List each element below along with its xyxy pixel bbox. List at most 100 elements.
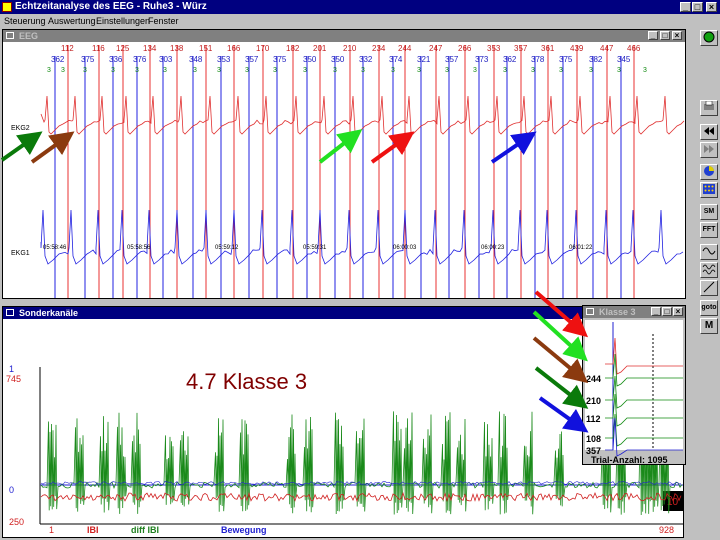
peak-number-top: 112: [61, 44, 74, 53]
peak-number-second: 362: [51, 55, 65, 64]
klasse-minimize-button[interactable]: _: [651, 307, 661, 316]
color-button[interactable]: [700, 164, 718, 180]
class-code: 3: [445, 67, 449, 74]
diff-ibi-trace: [40, 410, 683, 515]
klasse-window-title: Klasse 3: [599, 307, 636, 317]
class-code: 3: [111, 67, 115, 74]
y-bottom-red: 250: [9, 517, 24, 527]
peak-number-top: 138: [170, 44, 184, 53]
peak-number-second: 336: [109, 55, 123, 64]
timestamp-label: 06:01:22: [569, 245, 593, 251]
peak-number-second: 373: [475, 55, 489, 64]
print-button[interactable]: [700, 100, 718, 116]
eeg-plot: EKG2 EKG1 112 116 125 134 138 151 166 170 182 201…: [11, 44, 685, 298]
maximize-button[interactable]: □: [692, 2, 703, 12]
eeg-window-title: EEG: [19, 31, 39, 41]
legend-diff-ibi: diff IBI: [131, 525, 159, 535]
klasse-label-1: 210: [586, 396, 601, 406]
globe-button[interactable]: [700, 30, 718, 46]
y-top-red: 745: [6, 374, 21, 384]
klasse-maximize-button[interactable]: □: [662, 307, 672, 316]
klasse-label-4: 357: [586, 446, 601, 456]
forward-button[interactable]: [700, 142, 718, 158]
peak-number-second: 375: [273, 55, 287, 64]
wave-button[interactable]: [700, 262, 718, 278]
peak-number-top: 201: [313, 44, 327, 53]
klasse-green-trace: [605, 413, 683, 447]
peak-number-top: 353: [487, 44, 501, 53]
class-code: 3: [391, 67, 395, 74]
class-code: 3: [83, 67, 87, 74]
menu-steuerung[interactable]: Steuerung: [4, 16, 46, 26]
menu-auswertung[interactable]: Auswertung: [48, 16, 96, 26]
class-code: 3: [217, 67, 221, 74]
rewind-button[interactable]: [700, 124, 718, 140]
eeg-close-button[interactable]: ×: [672, 31, 682, 40]
class-code: 3: [473, 67, 477, 74]
x-end: 928: [659, 525, 674, 535]
peak-number-second: 378: [531, 55, 545, 64]
klasse-green-trace: [605, 353, 683, 387]
app-icon: [2, 2, 12, 12]
diagonal-line-icon: [703, 281, 715, 293]
class-code: 3: [361, 67, 365, 74]
peak-number-top: 357: [514, 44, 528, 53]
peak-number-top: 466: [627, 44, 641, 53]
klasse-window: Klasse 3 _ □ × 244 210 112 108 357 Trial…: [582, 305, 686, 465]
goto-button[interactable]: goto: [700, 300, 718, 316]
sm-button[interactable]: SM: [700, 204, 718, 220]
peak-number-second: 321: [417, 55, 431, 64]
klasse-plot-bg: [585, 320, 683, 450]
peak-number-top: 125: [116, 44, 130, 53]
class-code: 3: [417, 67, 421, 74]
channel-label-ekg1: EKG1: [11, 250, 30, 257]
menu-fenster[interactable]: Fenster: [148, 16, 179, 26]
line-button[interactable]: [700, 280, 718, 296]
eeg-minimize-button[interactable]: _: [648, 31, 658, 40]
timestamp-label: 05:58:46: [43, 245, 67, 251]
klasse-window-icon: [586, 308, 594, 315]
peak-number-top: 151: [199, 44, 213, 53]
peak-number-second: 348: [189, 55, 203, 64]
peak-number-second: 303: [159, 55, 173, 64]
menu-einstellungen[interactable]: Einstellungen: [96, 16, 151, 26]
peak-number-second: 375: [81, 55, 95, 64]
peak-number-top: 134: [143, 44, 157, 53]
peak-number-top: 439: [570, 44, 584, 53]
timestamp-label: 05:59:31: [303, 245, 327, 251]
peak-number-top: 234: [372, 44, 386, 53]
app-title: Echtzeitanalyse des EEG - Ruhe3 - Würz: [15, 1, 207, 12]
eeg-window: EEG _ □ × EKG2 EKG1 112 116 125 134 138 151 16…: [2, 29, 686, 299]
y-top-blue: 1: [9, 364, 14, 374]
class-code: 3: [503, 67, 507, 74]
close-button[interactable]: ×: [706, 2, 717, 12]
klasse-close-button[interactable]: ×: [673, 307, 683, 316]
y-zero: 0: [9, 485, 14, 495]
peak-number-top: 170: [256, 44, 270, 53]
printer-icon: [704, 100, 714, 110]
grid-icon: [703, 184, 715, 194]
klasse-window-titlebar: Klasse 3 _ □ ×: [583, 306, 685, 318]
peak-number-top: 116: [92, 44, 105, 53]
timestamp-label: 05:59:12: [215, 245, 239, 251]
minimize-button[interactable]: _: [680, 2, 691, 12]
x-start: 1: [49, 525, 54, 535]
peak-number-top: 247: [429, 44, 443, 53]
peak-number-second: 375: [559, 55, 573, 64]
klasse-label-0: 244: [586, 374, 601, 384]
class-code: 3: [163, 67, 167, 74]
eeg-window-titlebar: EEG _ □ ×: [3, 30, 685, 42]
klasse-plot: 244 210 112 108 357 Trial-Anzahl: 1095: [585, 320, 683, 464]
eeg-maximize-button[interactable]: □: [660, 31, 670, 40]
class-code: 3: [245, 67, 249, 74]
sonder-window-icon: [6, 309, 14, 316]
m-button[interactable]: M: [700, 318, 718, 334]
peak-number-top: 210: [343, 44, 357, 53]
fft-button[interactable]: FFT: [700, 222, 718, 238]
sine-button[interactable]: [700, 244, 718, 260]
timestamp-label: 06:00:03: [393, 245, 417, 251]
klasse-label-2: 112: [586, 414, 601, 424]
class-annotation: 4.7 Klasse 3: [186, 369, 307, 394]
grid-button[interactable]: [700, 182, 718, 198]
